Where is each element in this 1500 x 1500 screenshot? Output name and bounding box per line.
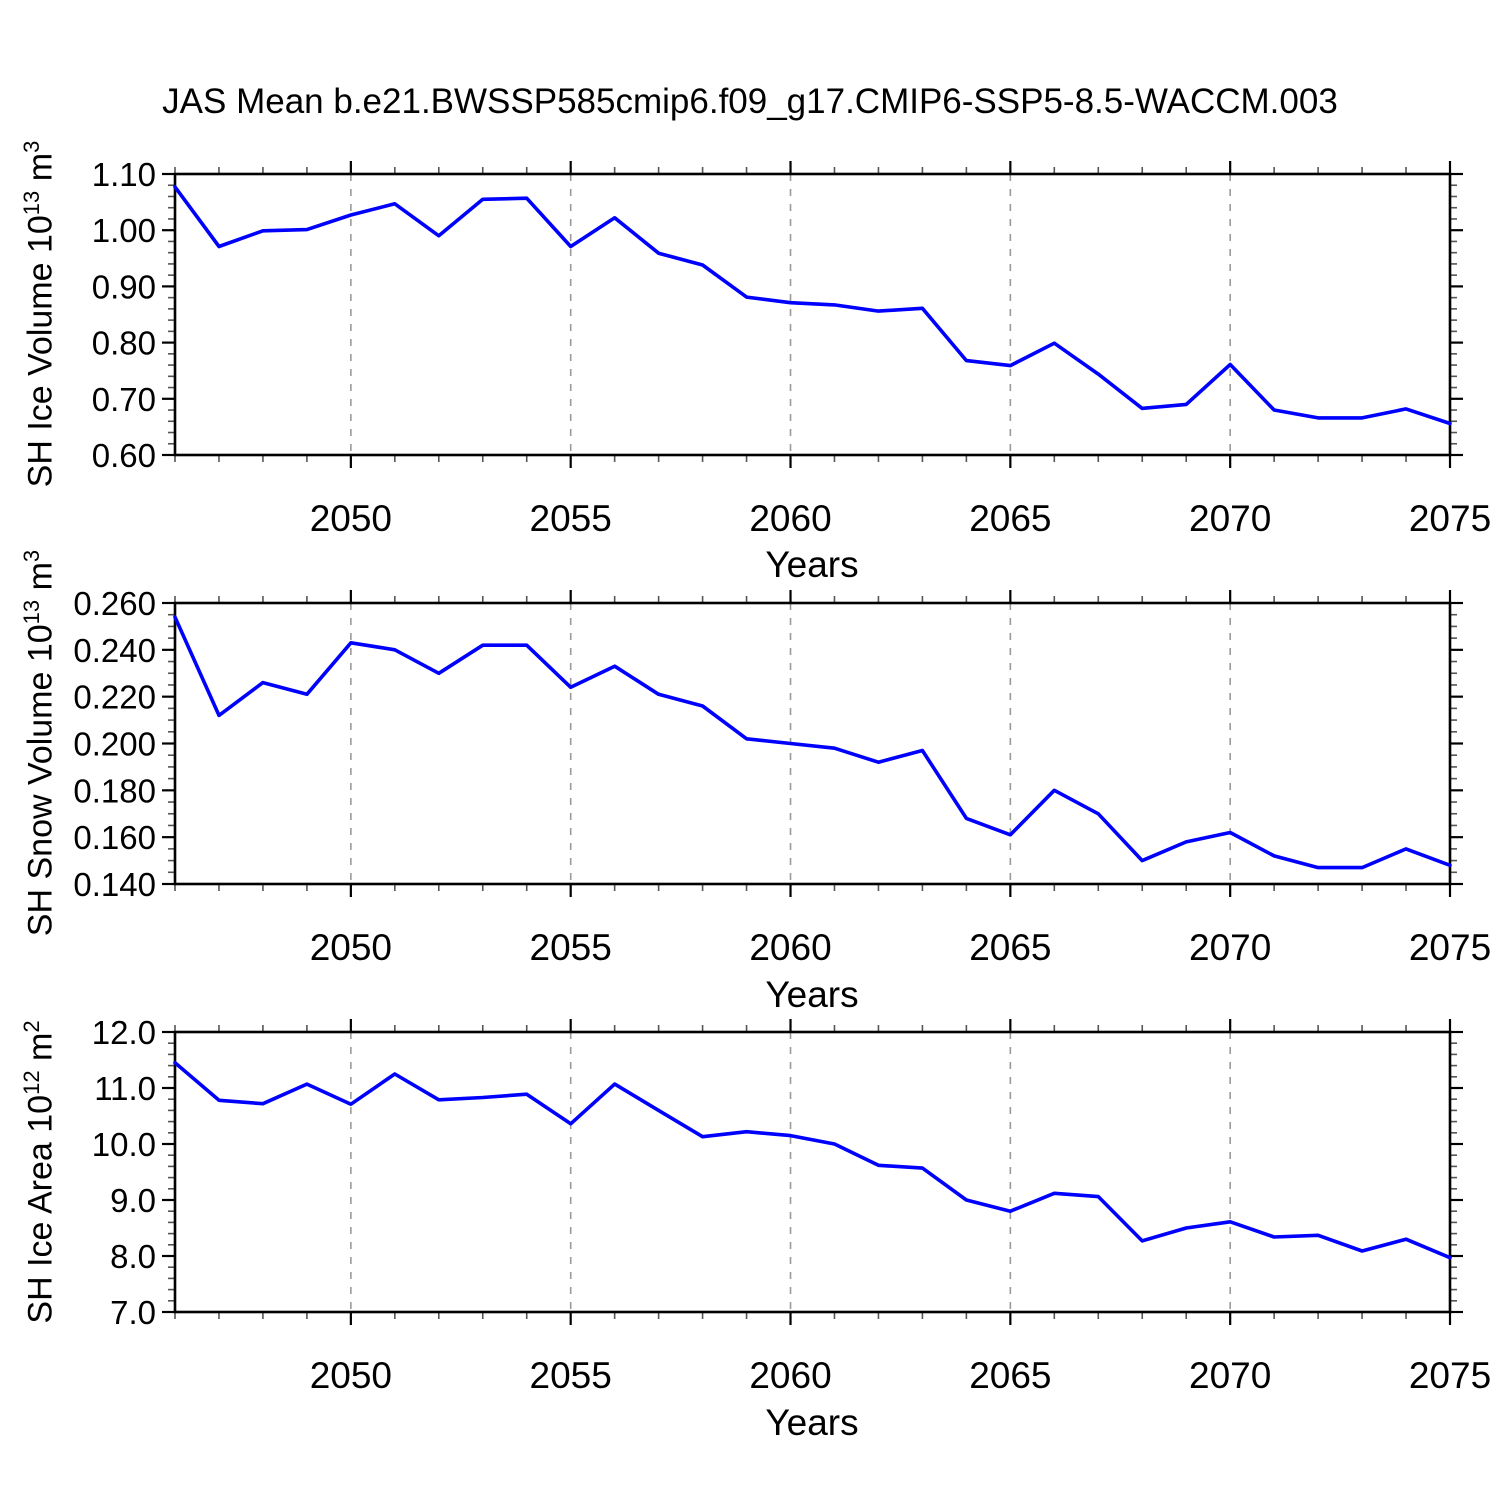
y-tick-label: 8.0 bbox=[110, 1238, 156, 1275]
y-tick-label: 0.70 bbox=[92, 381, 156, 418]
series-line-sh-ice-area bbox=[173, 1061, 1452, 1260]
series-line-sh-ice-volume bbox=[173, 185, 1452, 426]
x-tick-label: 2075 bbox=[1409, 1355, 1491, 1396]
y-axis-title-unit: m bbox=[21, 152, 60, 191]
y-axis-title-exponent: 13 bbox=[19, 190, 44, 216]
y-tick-label: 11.0 bbox=[94, 1070, 156, 1107]
y-tick-label: 0.160 bbox=[73, 819, 156, 856]
y-axis-title-unit-exponent: 2 bbox=[19, 1020, 44, 1033]
y-tick-label: 0.90 bbox=[92, 268, 156, 305]
x-tick-label: 2070 bbox=[1189, 498, 1271, 539]
x-tick-label: 2055 bbox=[530, 1355, 612, 1396]
y-axis-title-text: SH Snow Volume 10 bbox=[21, 624, 60, 937]
y-axis-title-text: SH Ice Area 10 bbox=[21, 1094, 60, 1324]
y-tick-label: 1.00 bbox=[92, 212, 156, 249]
y-tick-label: 9.0 bbox=[110, 1182, 156, 1219]
x-tick-label: 2065 bbox=[969, 927, 1051, 968]
x-tick-label: 2070 bbox=[1189, 927, 1271, 968]
y-tick-label: 7.0 bbox=[110, 1294, 156, 1331]
y-axis-title-exponent: 13 bbox=[19, 599, 44, 625]
y-axis-title-ice-area: SH Ice Area 1012 m2 bbox=[10, 892, 59, 1452]
y-axis-title-unit-exponent: 3 bbox=[19, 549, 44, 563]
y-tick-label: 1.10 bbox=[92, 156, 156, 193]
x-axis-title: Years bbox=[765, 1402, 859, 1443]
x-tick-label: 2060 bbox=[749, 927, 831, 968]
chart-title: JAS Mean b.e21.BWSSP585cmip6.f09_g17.CMI… bbox=[162, 82, 1338, 121]
x-tick-label: 2075 bbox=[1409, 927, 1491, 968]
x-tick-label: 2055 bbox=[530, 498, 612, 539]
x-tick-label: 2060 bbox=[749, 498, 831, 539]
x-tick-label: 2060 bbox=[749, 1355, 831, 1396]
y-axis-title-text: SH Ice Volume 10 bbox=[21, 215, 60, 488]
y-tick-label: 12.0 bbox=[92, 1014, 156, 1051]
x-axis-title: Years bbox=[765, 974, 859, 1015]
panel-frame bbox=[173, 1030, 1452, 1314]
y-tick-label: 0.60 bbox=[92, 437, 156, 474]
y-axis-title-unit: m bbox=[21, 562, 60, 600]
y-axis-title-unit: m bbox=[21, 1032, 60, 1071]
x-tick-label: 2065 bbox=[969, 498, 1051, 539]
x-tick-label: 2050 bbox=[310, 498, 392, 539]
y-tick-label: 0.80 bbox=[92, 325, 156, 362]
x-tick-label: 2055 bbox=[530, 927, 612, 968]
x-tick-label: 2075 bbox=[1409, 498, 1491, 539]
x-tick-label: 2065 bbox=[969, 1355, 1051, 1396]
panel-frame bbox=[173, 172, 1452, 457]
y-tick-label: 0.260 bbox=[73, 585, 156, 622]
x-tick-label: 2050 bbox=[310, 927, 392, 968]
x-tick-label: 2050 bbox=[310, 1355, 392, 1396]
y-tick-label: 0.200 bbox=[73, 726, 156, 763]
series-line-sh-snow-volume bbox=[173, 615, 1452, 870]
y-axis-title-exponent: 12 bbox=[19, 1070, 44, 1095]
y-tick-label: 0.220 bbox=[73, 679, 156, 716]
panel-frame bbox=[173, 601, 1452, 886]
y-tick-label: 0.140 bbox=[73, 866, 156, 903]
x-tick-label: 2070 bbox=[1189, 1355, 1271, 1396]
y-axis-title-unit-exponent: 3 bbox=[19, 140, 44, 153]
x-axis-title: Years bbox=[765, 544, 859, 585]
y-tick-label: 10.0 bbox=[92, 1126, 156, 1163]
y-tick-label: 0.180 bbox=[73, 772, 156, 809]
y-tick-label: 0.240 bbox=[73, 632, 156, 669]
